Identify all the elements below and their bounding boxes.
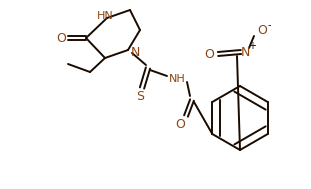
Text: O: O <box>175 119 185 132</box>
Text: -: - <box>267 20 271 30</box>
Text: O: O <box>204 49 214 61</box>
Text: S: S <box>136 91 144 104</box>
Text: +: + <box>248 41 256 51</box>
Text: HN: HN <box>97 11 114 21</box>
Text: O: O <box>257 25 267 37</box>
Text: O: O <box>56 32 66 44</box>
Text: N: N <box>130 46 140 60</box>
Text: N: N <box>240 46 250 59</box>
Text: NH: NH <box>169 74 185 84</box>
